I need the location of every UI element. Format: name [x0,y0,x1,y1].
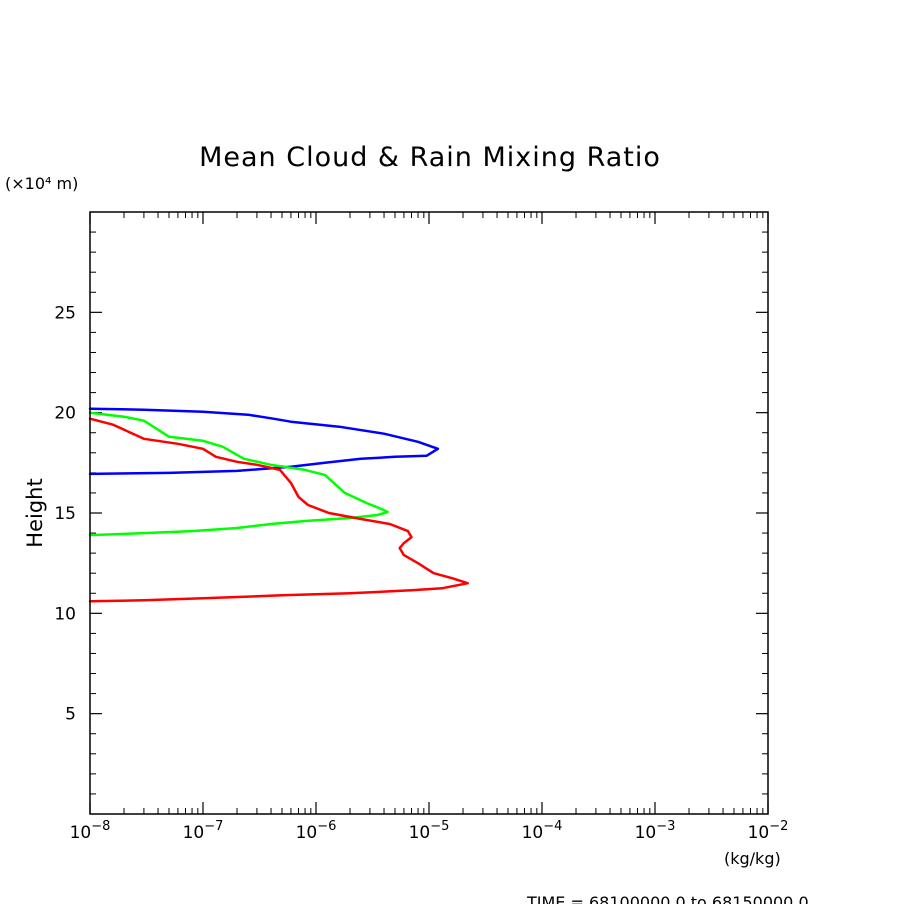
y-tick-label: 25 [54,303,76,323]
y-tick-label: 5 [65,705,76,725]
x-tick-label: 10−3 [635,819,676,843]
chart-title: Mean Cloud & Rain Mixing Ratio [199,142,661,173]
y-axis-label: Height [23,478,47,547]
x-tick-label: 10−4 [522,819,563,843]
series-line-2 [88,411,389,537]
axis-ticks [89,212,769,814]
series-layer [88,407,469,603]
y-tick-label: 15 [54,504,76,524]
plot-frame [89,211,769,815]
x-tick-label: 10−6 [296,819,337,843]
y-tick-label: 10 [54,604,76,624]
axis-tick-labels: 10−8 10−7 10−6 10−5 10−4 10−3 10−2 5 10 15 20 25 [54,303,788,843]
x-tick-label: 10−2 [748,819,789,843]
x-axis-unit: (kg/kg) [724,849,781,868]
x-tick-label: 10−8 [70,819,111,843]
y-axis-unit: (×10⁴ m) [5,174,78,193]
x-tick-label: 10−5 [409,819,450,843]
series-line-3 [88,417,469,603]
y-tick-label: 20 [54,404,76,424]
x-tick-label: 10−7 [183,819,224,843]
time-range-footer: TIME = 68100000.0 to 68150000.0 [526,893,809,904]
